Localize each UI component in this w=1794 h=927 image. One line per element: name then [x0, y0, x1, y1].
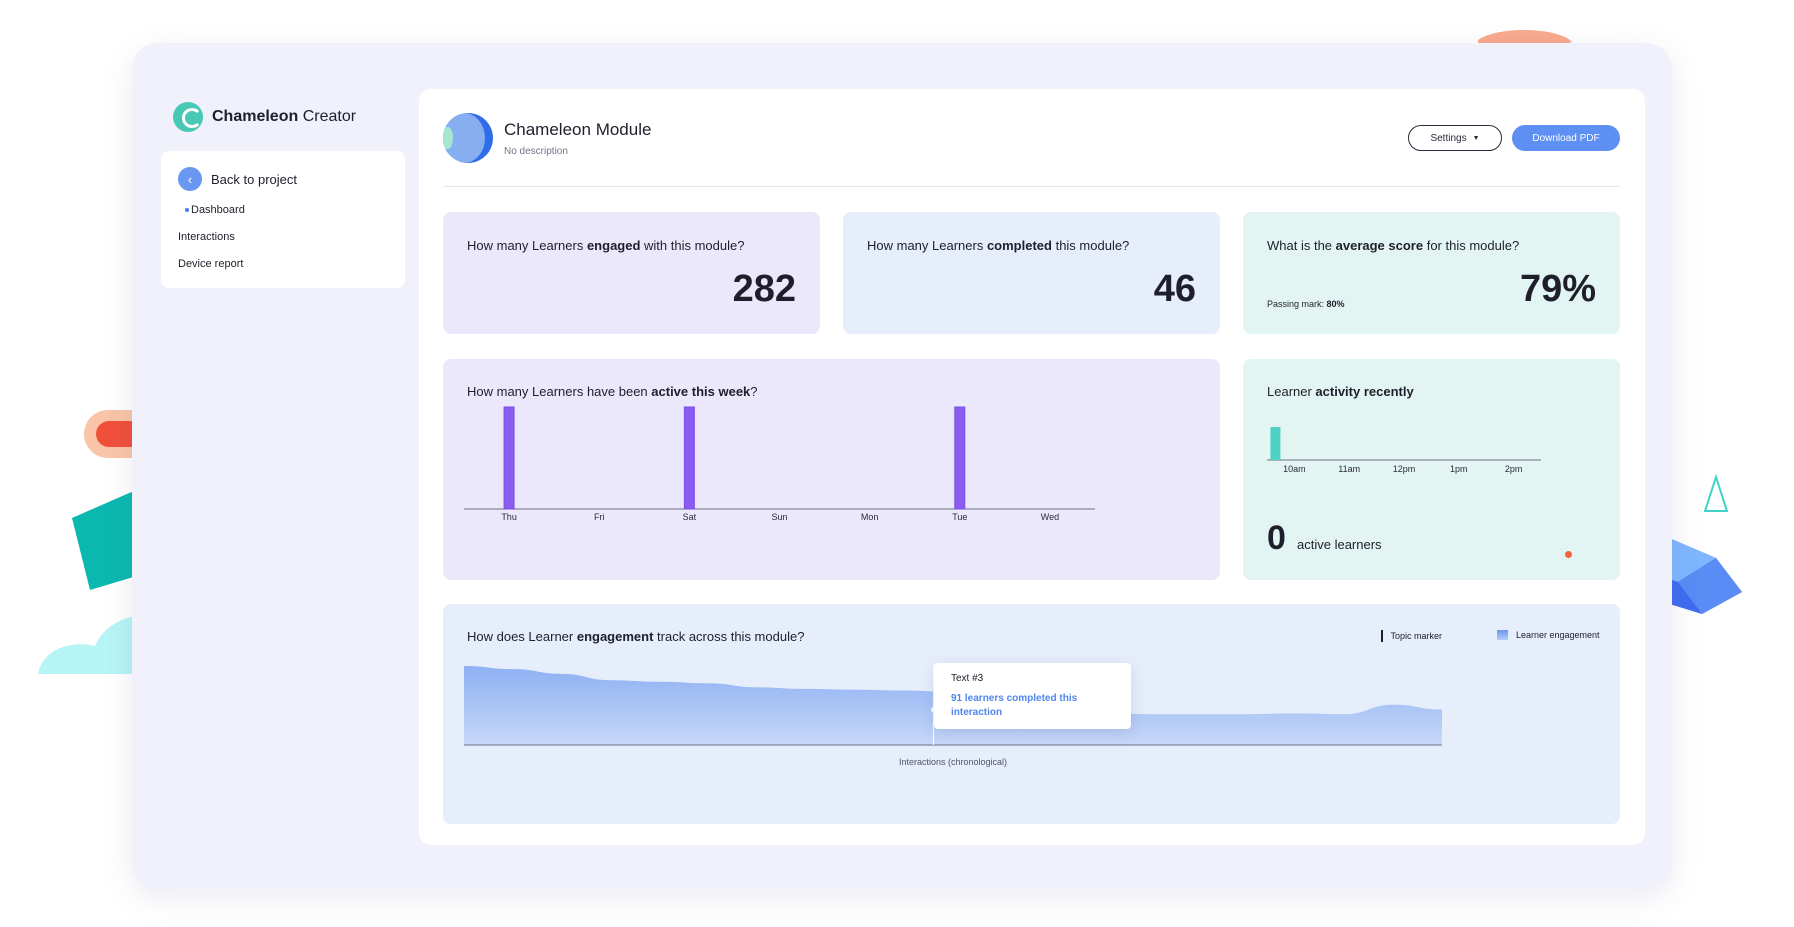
main-content: Chameleon Module No description Settings… — [419, 89, 1645, 845]
tick-label-thu: Thu — [501, 512, 517, 522]
legend-learner-engagement: Learner engagement — [1497, 630, 1600, 640]
tick-label-11am: 11am — [1338, 464, 1360, 474]
tick-label-2pm: 2pm — [1505, 464, 1523, 474]
tick-label-fri: Fri — [594, 512, 605, 522]
brand: Chameleon Creator — [173, 102, 356, 132]
tick-label-sun: Sun — [771, 512, 787, 522]
bar-10am — [1270, 427, 1281, 460]
stat-value: 79% — [1519, 268, 1596, 310]
tick-label-sat: Sat — [683, 512, 697, 522]
stat-card-average-score: What is the average score for this modul… — [1243, 212, 1620, 334]
stat-question: What is the average score for this modul… — [1267, 238, 1520, 253]
bar-thu — [503, 406, 515, 510]
bar-sat — [683, 406, 695, 510]
tooltip-value: 91 learners completed this interaction — [951, 693, 1078, 718]
engagement-title: How does Learner engagement track across… — [467, 629, 805, 644]
stat-question: How many Learners completed this module? — [867, 238, 1130, 253]
sidebar-item-dashboard[interactable]: Dashboard — [185, 204, 245, 216]
brand-name-rest: Creator — [302, 108, 357, 125]
tick-label-10am: 10am — [1283, 464, 1306, 474]
module-title: Chameleon Module — [504, 120, 651, 140]
module-avatar — [443, 113, 493, 163]
engagement-card: How does Learner engagement track across… — [443, 604, 1620, 824]
recent-activity-card: Learner activity recently 10am 11am 12pm 1p… — [1243, 359, 1620, 580]
stat-question: How many Learners engaged with this modu… — [467, 238, 745, 253]
settings-dropdown[interactable]: Settings ▼ — [1408, 125, 1502, 151]
weekly-activity-card: How many Learners have been active this … — [443, 359, 1220, 580]
x-axis-label: Interactions (chronological) — [898, 757, 1008, 767]
brand-name: Chameleon Creator — [212, 108, 356, 126]
weekly-activity-chart: Thu Fri Sat Sun Mon Tue Wed — [464, 406, 1095, 522]
module-title-b: Module — [595, 120, 652, 139]
stat-value: 282 — [732, 268, 796, 310]
back-label: Back to project — [211, 171, 297, 187]
tick-label-mon: Mon — [861, 512, 879, 522]
recent-activity-title: Learner activity recently — [1267, 384, 1414, 399]
stat-card-engaged: How many Learners engaged with this modu… — [443, 212, 820, 334]
weekly-activity-title: How many Learners have been active this … — [467, 384, 758, 399]
bar-tue — [954, 406, 966, 510]
back-to-project-link[interactable]: ‹ Back to project — [178, 167, 297, 191]
active-learners-count: 0 — [1267, 519, 1286, 557]
header-divider — [443, 186, 1620, 187]
download-pdf-button[interactable]: Download PDF — [1512, 125, 1620, 151]
caret-down-icon: ▼ — [1472, 134, 1480, 142]
chart-tooltip: Text #3 91 learners completed this inter… — [934, 663, 1131, 729]
chevron-left-icon: ‹ — [178, 167, 202, 191]
stat-value: 46 — [1153, 268, 1196, 310]
active-learners-label: active learners — [1297, 537, 1382, 552]
tick-label-12pm: 12pm — [1393, 464, 1416, 474]
recent-activity-chart: 10am 11am 12pm 1pm 2pm — [1267, 427, 1541, 474]
sidebar-item-interactions[interactable]: Interactions — [178, 231, 235, 243]
chameleon-logo-icon — [173, 102, 203, 132]
stat-card-completed: How many Learners completed this module?… — [843, 212, 1220, 334]
tick-label-wed: Wed — [1041, 512, 1059, 522]
module-title-a: Chameleon — [504, 120, 591, 139]
sidebar-item-device-report[interactable]: Device report — [178, 258, 244, 270]
live-indicator-dot — [1565, 551, 1572, 558]
topic-marker-icon — [1381, 630, 1383, 642]
engagement-swatch-icon — [1497, 630, 1508, 640]
passing-mark: Passing mark: 80% — [1267, 299, 1345, 309]
tooltip-title: Text #3 — [951, 673, 984, 684]
module-description: No description — [504, 146, 568, 157]
legend-topic-marker: Topic marker — [1381, 630, 1442, 642]
settings-label: Settings — [1430, 132, 1467, 144]
brand-name-strong: Chameleon — [212, 108, 299, 125]
tick-label-tue: Tue — [952, 512, 967, 522]
sidebar-nav: ‹ Back to project Dashboard Interactions… — [161, 151, 405, 288]
tick-label-1pm: 1pm — [1450, 464, 1468, 474]
